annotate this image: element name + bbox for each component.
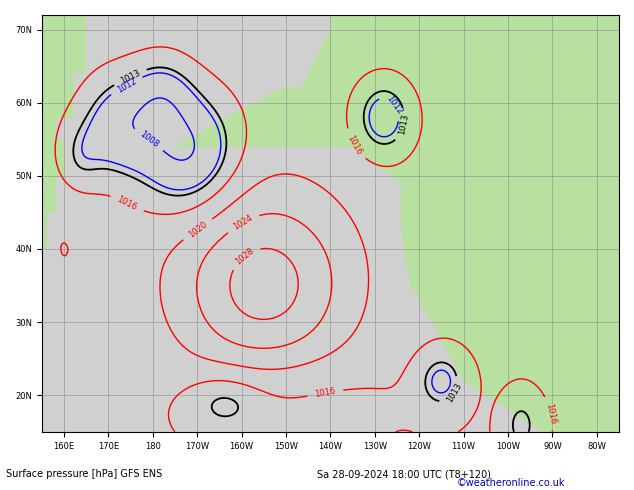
Text: 1008: 1008 xyxy=(138,130,160,149)
Text: Sa 28-09-2024 18:00 UTC (T8+120): Sa 28-09-2024 18:00 UTC (T8+120) xyxy=(317,469,491,479)
Text: 1016: 1016 xyxy=(314,387,337,399)
Text: 1013: 1013 xyxy=(397,113,410,136)
Text: 1016: 1016 xyxy=(115,195,139,212)
Text: 1016: 1016 xyxy=(544,402,557,425)
Text: 1020: 1020 xyxy=(186,220,209,239)
Text: 1013: 1013 xyxy=(445,381,463,404)
Text: ©weatheronline.co.uk: ©weatheronline.co.uk xyxy=(456,478,565,488)
Text: 1016: 1016 xyxy=(346,133,363,156)
Text: 1024: 1024 xyxy=(231,214,254,232)
Text: 1012: 1012 xyxy=(385,94,404,116)
Text: 1012: 1012 xyxy=(115,76,138,95)
Text: 1028: 1028 xyxy=(233,246,256,267)
Text: Surface pressure [hPa] GFS ENS: Surface pressure [hPa] GFS ENS xyxy=(6,469,162,479)
Text: 1013: 1013 xyxy=(119,68,141,86)
